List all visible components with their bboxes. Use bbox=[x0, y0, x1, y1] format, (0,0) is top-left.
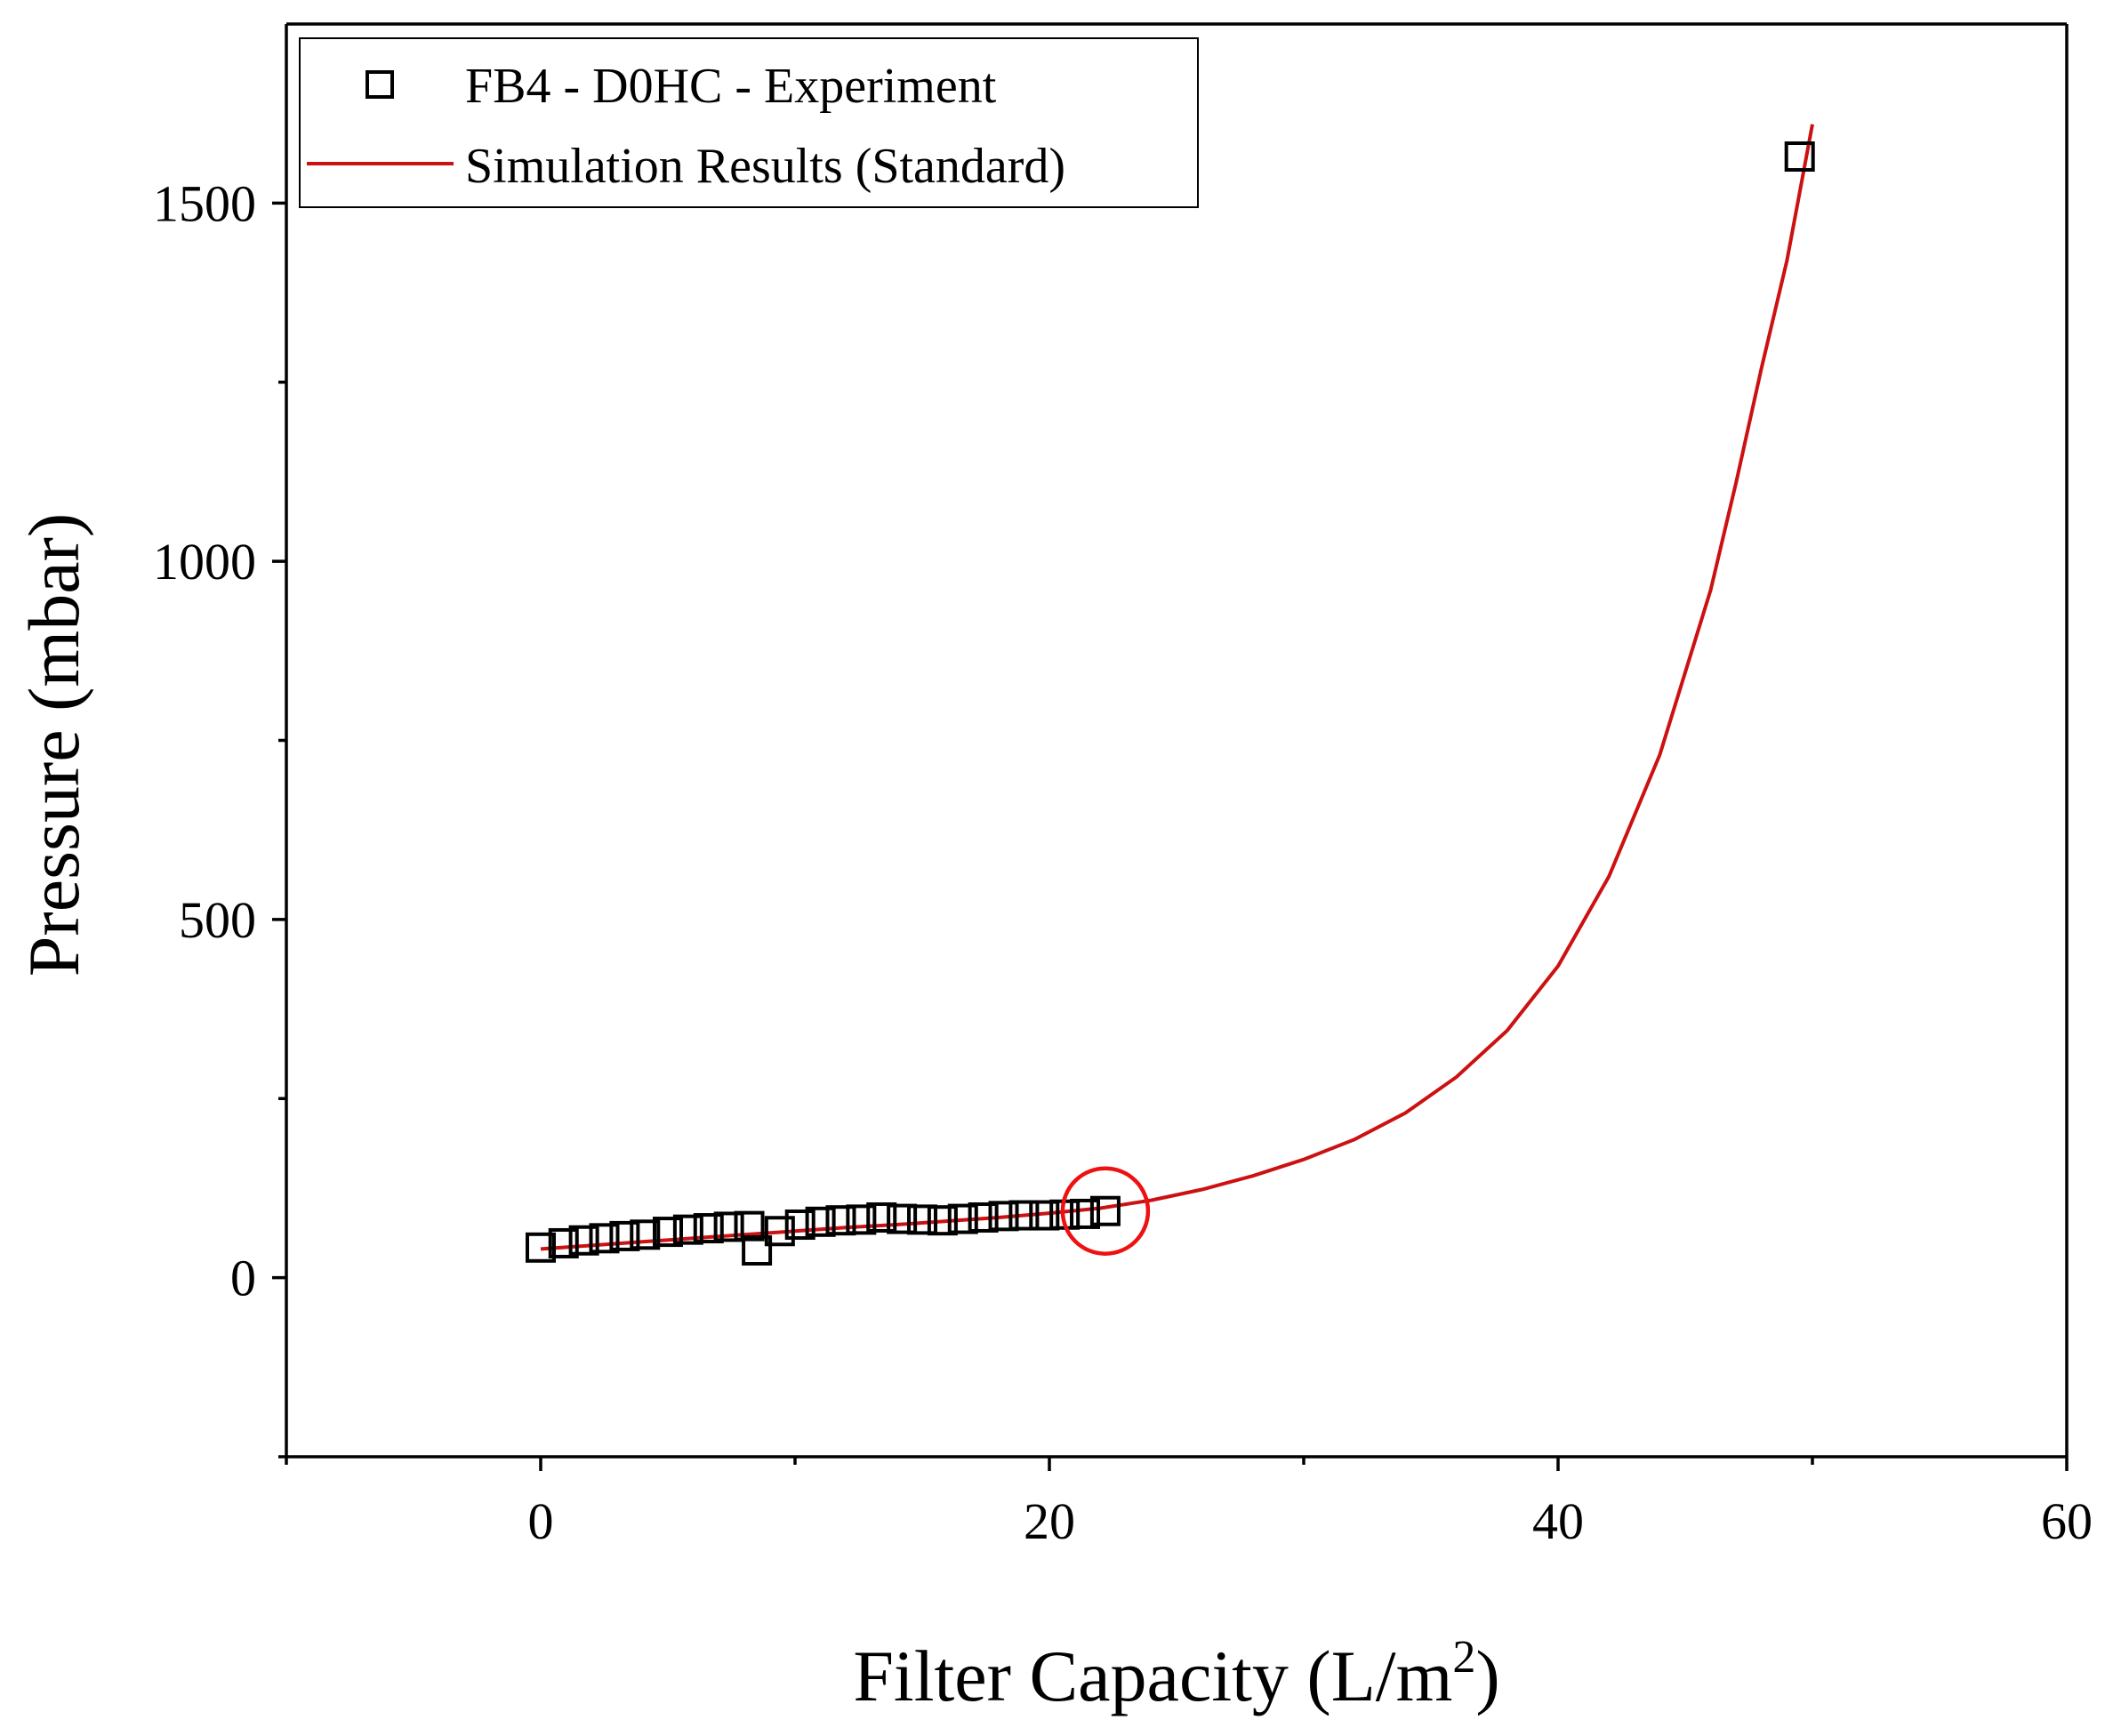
highlight-circle bbox=[1060, 1166, 1151, 1256]
experiment-point bbox=[589, 1223, 620, 1254]
axes: 0 20 40 60 0 500 1000 1500 Filter Capacity (L/m2… bbox=[13, 22, 2093, 1716]
x-axis-title-suffix: ) bbox=[1475, 1636, 1499, 1716]
experiment-point bbox=[825, 1205, 856, 1236]
x-tick-label: 0 bbox=[528, 1492, 554, 1550]
experiment-point bbox=[1070, 1198, 1101, 1229]
legend-label-experiment: FB4 - D0HC - Experiment bbox=[465, 59, 997, 114]
y-axis-title: Pressure (mbar) bbox=[13, 513, 94, 976]
experiment-point bbox=[846, 1204, 877, 1235]
experiment-point bbox=[734, 1210, 765, 1242]
experiment-point bbox=[866, 1202, 897, 1233]
legend-label-simulation: Simulation Results (Standard) bbox=[465, 139, 1065, 194]
annotations bbox=[1060, 1166, 1151, 1256]
x-axis-title: Filter Capacity (L/m2) bbox=[853, 1632, 1499, 1716]
experiment-point bbox=[1008, 1200, 1040, 1231]
experiment-point bbox=[568, 1225, 599, 1256]
experiment-point bbox=[742, 1235, 773, 1266]
experiment-point bbox=[653, 1217, 683, 1248]
legend-box bbox=[299, 37, 1199, 208]
experiment-point bbox=[609, 1220, 640, 1251]
experiment-point bbox=[1089, 1195, 1121, 1226]
experiment-point bbox=[1784, 141, 1815, 173]
experiment-point bbox=[784, 1210, 815, 1241]
experiment-point bbox=[907, 1204, 937, 1235]
experiment-point bbox=[887, 1203, 918, 1234]
y-tick-label: 1000 bbox=[153, 533, 256, 591]
y-tick-label: 1500 bbox=[153, 174, 256, 232]
experiment-point bbox=[713, 1211, 744, 1242]
x-axis-title-superscript: 2 bbox=[1452, 1632, 1475, 1683]
experiment-point bbox=[672, 1214, 703, 1245]
experiment-point bbox=[1029, 1200, 1060, 1231]
experiment-point bbox=[764, 1216, 795, 1247]
experiment-point bbox=[927, 1205, 958, 1236]
y-tick-label: 500 bbox=[179, 891, 256, 949]
experiment-point bbox=[947, 1203, 978, 1234]
x-tick-label: 20 bbox=[1024, 1492, 1075, 1550]
experiment-point bbox=[630, 1219, 661, 1250]
x-tick-label: 40 bbox=[1532, 1492, 1584, 1550]
experiment-point bbox=[548, 1227, 579, 1258]
simulation-line bbox=[540, 124, 1814, 1251]
experiment-point bbox=[968, 1202, 999, 1233]
x-tick-label: 60 bbox=[2041, 1492, 2093, 1550]
experiment-point bbox=[805, 1206, 836, 1237]
y-tick-label: 0 bbox=[230, 1250, 256, 1307]
experiment-point bbox=[693, 1213, 724, 1244]
legend: FB4 - D0HC - Experiment Simulation Result… bbox=[299, 37, 1199, 208]
plot-area bbox=[526, 124, 1815, 1266]
experiment-point bbox=[988, 1201, 1019, 1232]
legend-marker-experiment bbox=[366, 70, 394, 99]
experiment-point bbox=[526, 1232, 556, 1263]
